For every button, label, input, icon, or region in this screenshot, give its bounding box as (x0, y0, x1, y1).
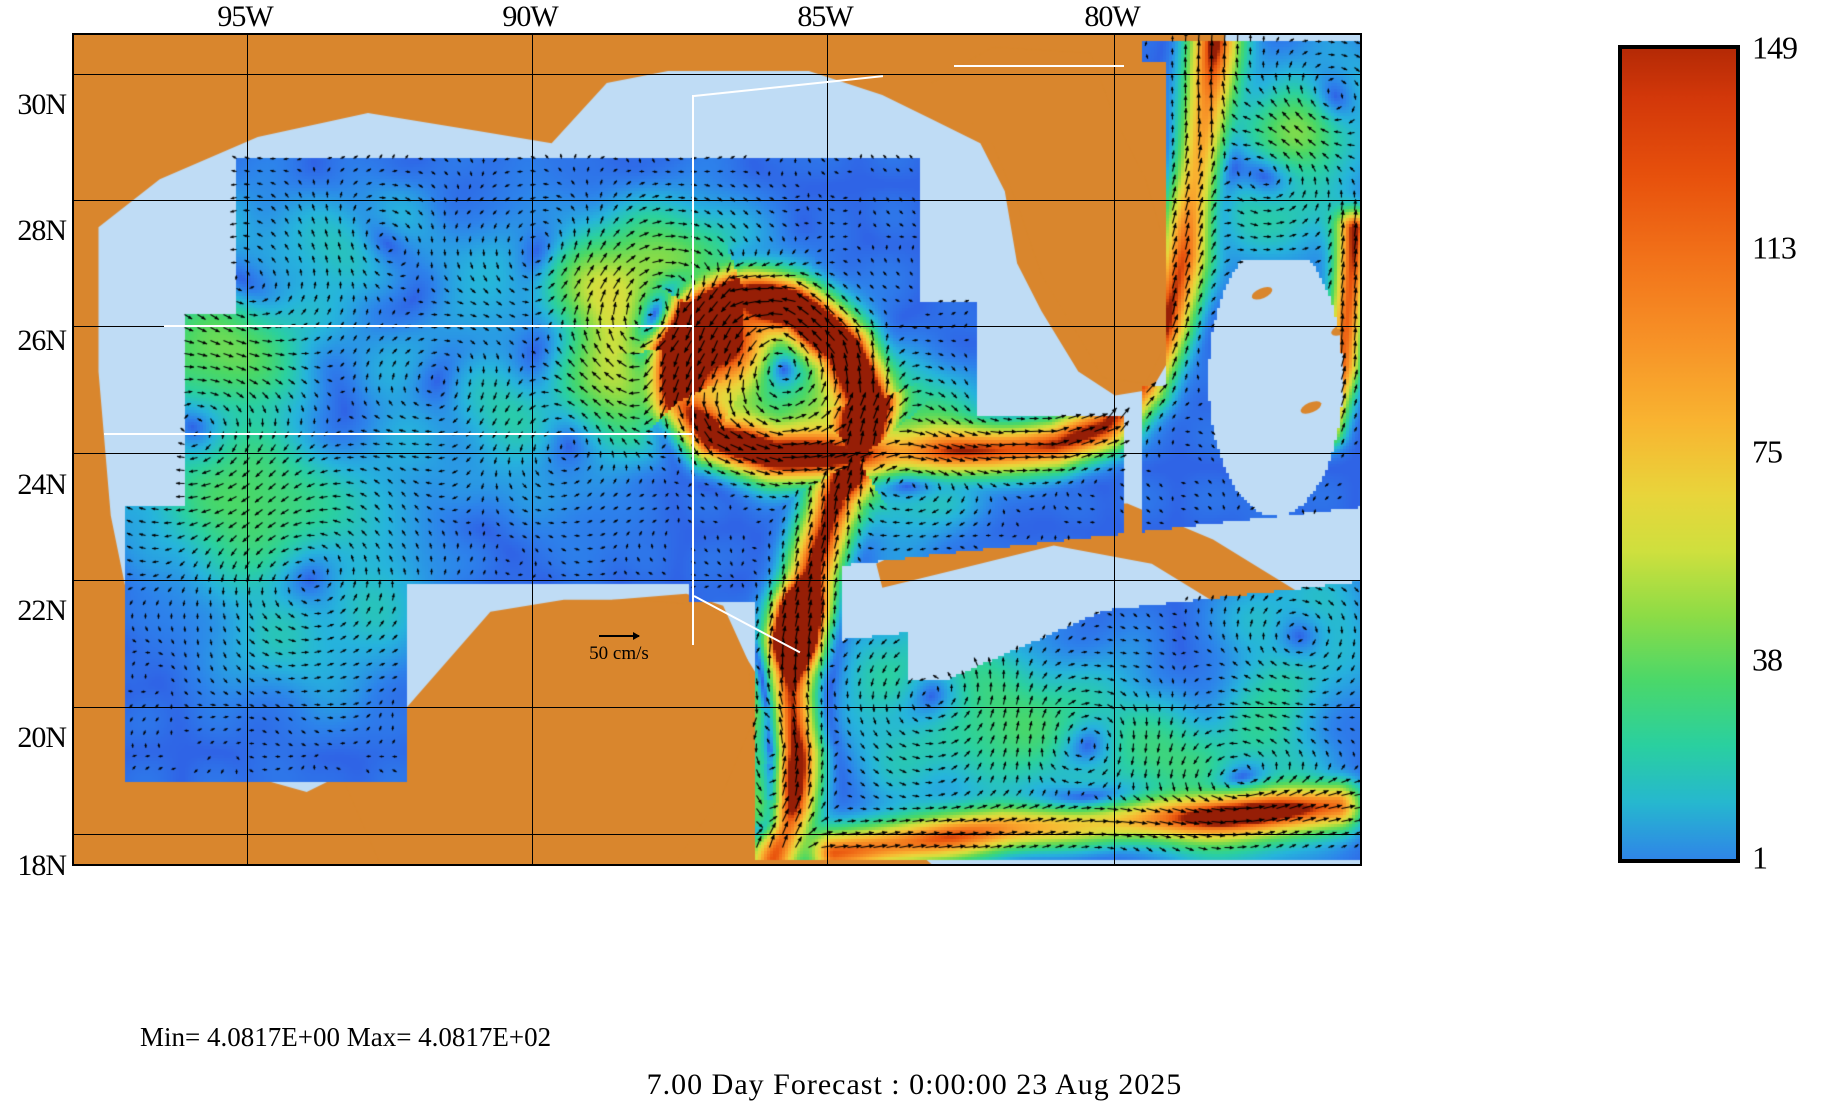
lat-label-28n: 28N (17, 214, 67, 247)
lon-label-85w: 85W (797, 0, 853, 33)
colorbar-tick-113: 113 (1752, 229, 1797, 266)
colorbar-tick-38: 38 (1752, 641, 1783, 678)
colorbar-tick-149: 149 (1752, 29, 1798, 66)
lon-label-95w: 95W (217, 0, 273, 33)
lon-label-80w: 80W (1084, 0, 1140, 33)
colorbar-gradient (1622, 49, 1736, 859)
lat-label-24n: 24N (17, 468, 67, 501)
colorbar-tick-1: 1 (1752, 839, 1768, 876)
colorbar (1618, 45, 1740, 863)
scale-arrow-icon (599, 632, 640, 640)
ocean-current-map-canvas[interactable] (74, 35, 1360, 864)
colorbar-tick-75: 75 (1752, 433, 1783, 470)
forecast-title: 7.00 Day Forecast : 0:00:00 23 Aug 2025 (646, 1068, 1183, 1101)
lat-label-22n: 22N (17, 594, 67, 627)
scale-legend-label: 50 cm/s (589, 643, 649, 664)
lat-label-20n: 20N (17, 721, 67, 754)
lat-label-30n: 30N (17, 88, 67, 121)
lat-label-26n: 26N (17, 324, 67, 357)
map-panel[interactable]: 50 cm/s (72, 33, 1362, 866)
lat-label-18n: 18N (17, 849, 67, 882)
lon-label-90w: 90W (502, 0, 558, 33)
min-max-annotation: Min= 4.0817E+00 Max= 4.0817E+02 (140, 1022, 552, 1052)
velocity-scale-legend: 50 cm/s (559, 632, 679, 665)
